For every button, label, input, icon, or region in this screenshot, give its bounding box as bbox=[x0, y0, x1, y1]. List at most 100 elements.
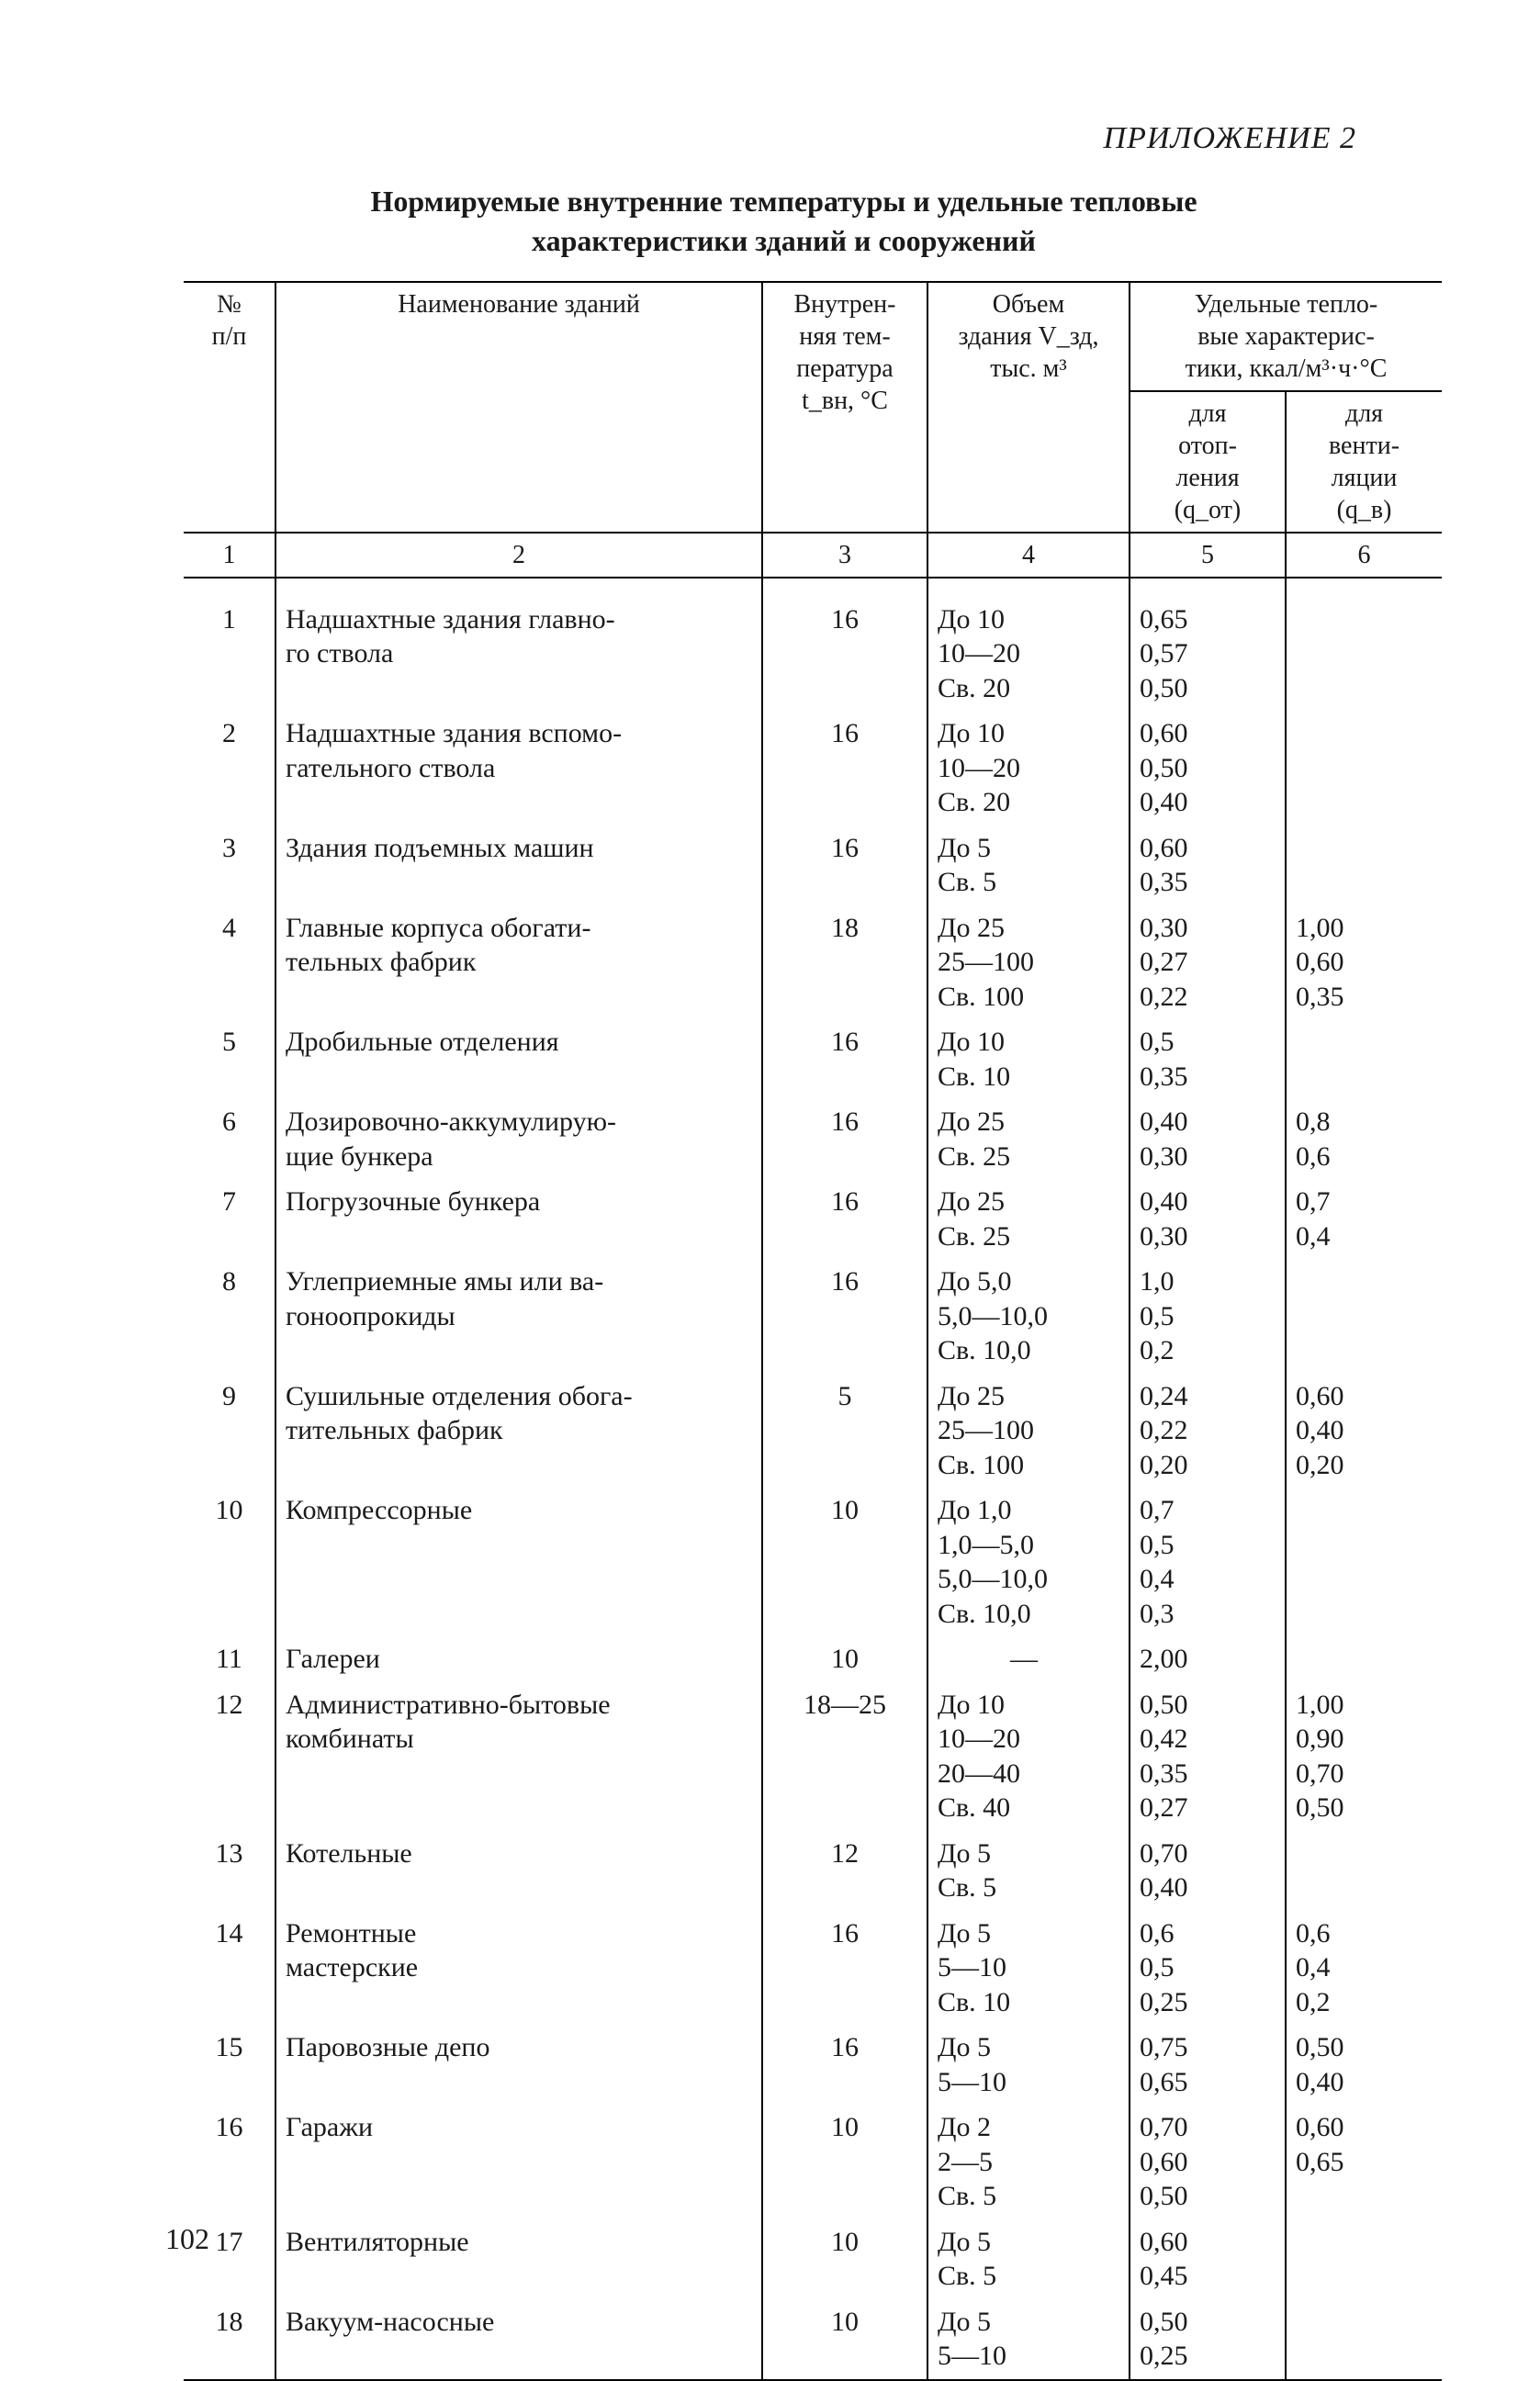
cell: 13 bbox=[184, 1831, 275, 1911]
cell: Компрессорные bbox=[275, 1488, 762, 1636]
cell: Галереи bbox=[275, 1636, 762, 1682]
cell: 0,600,400,20 bbox=[1286, 1374, 1442, 1488]
header-col-temp: Внутрен-няя тем-ператураt_вн, °C bbox=[762, 282, 927, 533]
cell: 0,600,45 bbox=[1130, 2219, 1286, 2299]
cell: 10 bbox=[762, 2219, 927, 2299]
page-title: Нормируемые внутренние температуры и уде… bbox=[243, 182, 1323, 261]
cell bbox=[1286, 825, 1442, 905]
table-row: 2Надшахтные здания вспомо-гательного ств… bbox=[184, 711, 1442, 825]
cell: 0,500,40 bbox=[1286, 2025, 1442, 2105]
cell: 10 bbox=[184, 1488, 275, 1636]
table-row: 11Галереи10—2,00 bbox=[184, 1636, 1442, 1682]
cell: 0,400,30 bbox=[1130, 1099, 1286, 1179]
cell: Погрузочные бункера bbox=[275, 1179, 762, 1259]
cell: 2,00 bbox=[1130, 1636, 1286, 1682]
title-line-2: характеристики зданий и сооружений bbox=[532, 224, 1036, 257]
cell: 5 bbox=[184, 1019, 275, 1099]
header-idx-3: 3 bbox=[762, 533, 927, 578]
cell: 10 bbox=[762, 1636, 927, 1682]
cell: 0,650,570,50 bbox=[1130, 578, 1286, 712]
table-row: 10Компрессорные10До 1,01,0—5,05,0—10,0Св… bbox=[184, 1488, 1442, 1636]
cell: 6 bbox=[184, 1099, 275, 1179]
cell: Паровозные депо bbox=[275, 2025, 762, 2105]
header-idx-1: 1 bbox=[184, 533, 275, 578]
cell: 11 bbox=[184, 1636, 275, 1682]
cell: 0,500,420,350,27 bbox=[1130, 1682, 1286, 1831]
cell bbox=[1286, 578, 1442, 712]
header-idx-6: 6 bbox=[1286, 533, 1442, 578]
cell: 1 bbox=[184, 578, 275, 712]
header-col-group: Удельные тепло-вые характерис-тики, ккал… bbox=[1130, 282, 1442, 391]
cell: 14 bbox=[184, 1911, 275, 2026]
page-number: 102 bbox=[165, 2220, 209, 2257]
cell: До 25Св. 25 bbox=[927, 1099, 1130, 1179]
table-row: 14Ремонтныемастерские16До 55—10Св. 100,6… bbox=[184, 1911, 1442, 2026]
cell: До 1010—20Св. 20 bbox=[927, 711, 1130, 825]
cell: 0,70,50,40,3 bbox=[1130, 1488, 1286, 1636]
cell: 16 bbox=[762, 2025, 927, 2105]
cell: До 5,05,0—10,0Св. 10,0 bbox=[927, 1259, 1130, 1374]
cell: 18 bbox=[184, 2299, 275, 2380]
cell: 1,000,600,35 bbox=[1286, 905, 1442, 1020]
cell: 9 bbox=[184, 1374, 275, 1488]
cell: — bbox=[927, 1636, 1130, 1682]
cell: 8 bbox=[184, 1259, 275, 1374]
header-col-qv: длявенти-ляции(q_в) bbox=[1286, 391, 1442, 533]
cell bbox=[1286, 1831, 1442, 1911]
cell: 0,70,4 bbox=[1286, 1179, 1442, 1259]
cell: 18—25 bbox=[762, 1682, 927, 1831]
cell: До 25Св. 25 bbox=[927, 1179, 1130, 1259]
cell: Надшахтные здания главно-го ствола bbox=[275, 578, 762, 712]
cell: 5 bbox=[762, 1374, 927, 1488]
thermal-characteristics-table: №п/п Наименование зданий Внутрен-няя тем… bbox=[184, 281, 1442, 2381]
cell: Надшахтные здания вспомо-гательного ство… bbox=[275, 711, 762, 825]
cell: Котельные bbox=[275, 1831, 762, 1911]
header-idx-4: 4 bbox=[927, 533, 1130, 578]
appendix-label: ПРИЛОЖЕНИЕ 2 bbox=[184, 119, 1356, 159]
cell: 0,400,30 bbox=[1130, 1179, 1286, 1259]
cell: До 22—5Св. 5 bbox=[927, 2105, 1130, 2219]
cell: До 55—10 bbox=[927, 2025, 1130, 2105]
header-idx-5: 5 bbox=[1130, 533, 1286, 578]
cell: 0,300,270,22 bbox=[1130, 905, 1286, 1020]
cell: 0,700,40 bbox=[1130, 1831, 1286, 1911]
cell: 18 bbox=[762, 905, 927, 1020]
cell: 3 bbox=[184, 825, 275, 905]
cell: 0,60,40,2 bbox=[1286, 1911, 1442, 2026]
cell: 0,50,35 bbox=[1130, 1019, 1286, 1099]
cell bbox=[1286, 1636, 1442, 1682]
cell: 0,600,65 bbox=[1286, 2105, 1442, 2219]
cell: Дробильные отделения bbox=[275, 1019, 762, 1099]
cell: 0,60,50,25 bbox=[1130, 1911, 1286, 2026]
cell: 7 bbox=[184, 1179, 275, 1259]
cell: До 1,01,0—5,05,0—10,0Св. 10,0 bbox=[927, 1488, 1130, 1636]
header-col-vol: Объемздания V_зд,тыс. м³ bbox=[927, 282, 1130, 533]
cell: До 2525—100Св. 100 bbox=[927, 905, 1130, 1020]
cell: Дозировочно-аккумулирую-щие бункера bbox=[275, 1099, 762, 1179]
title-line-1: Нормируемые внутренние температуры и уде… bbox=[370, 185, 1197, 218]
cell: До 5Св. 5 bbox=[927, 2219, 1130, 2299]
cell: 12 bbox=[762, 1831, 927, 1911]
cell: 16 bbox=[762, 1259, 927, 1374]
cell: Главные корпуса обогати-тельных фабрик bbox=[275, 905, 762, 1020]
cell bbox=[1286, 1019, 1442, 1099]
cell: 2 bbox=[184, 711, 275, 825]
cell: 16 bbox=[762, 1099, 927, 1179]
cell: 1,000,900,700,50 bbox=[1286, 1682, 1442, 1831]
cell: 0,600,35 bbox=[1130, 825, 1286, 905]
table-row: 9Сушильные отделения обога-тительных фаб… bbox=[184, 1374, 1442, 1488]
cell: Вакуум-насосные bbox=[275, 2299, 762, 2380]
cell: 0,240,220,20 bbox=[1130, 1374, 1286, 1488]
cell bbox=[1286, 711, 1442, 825]
cell: Гаражи bbox=[275, 2105, 762, 2219]
table-row: 1Надшахтные здания главно-го ствола16До … bbox=[184, 578, 1442, 712]
cell bbox=[1286, 2219, 1442, 2299]
cell: До 10Св. 10 bbox=[927, 1019, 1130, 1099]
page: ПРИЛОЖЕНИЕ 2 Нормируемые внутренние темп… bbox=[0, 0, 1540, 2321]
header-col-name: Наименование зданий bbox=[275, 282, 762, 533]
cell: 0,80,6 bbox=[1286, 1099, 1442, 1179]
cell: До 1010—2020—40Св. 40 bbox=[927, 1682, 1130, 1831]
cell: До 55—10 bbox=[927, 2299, 1130, 2380]
cell bbox=[1286, 2299, 1442, 2380]
cell: 16 bbox=[762, 711, 927, 825]
